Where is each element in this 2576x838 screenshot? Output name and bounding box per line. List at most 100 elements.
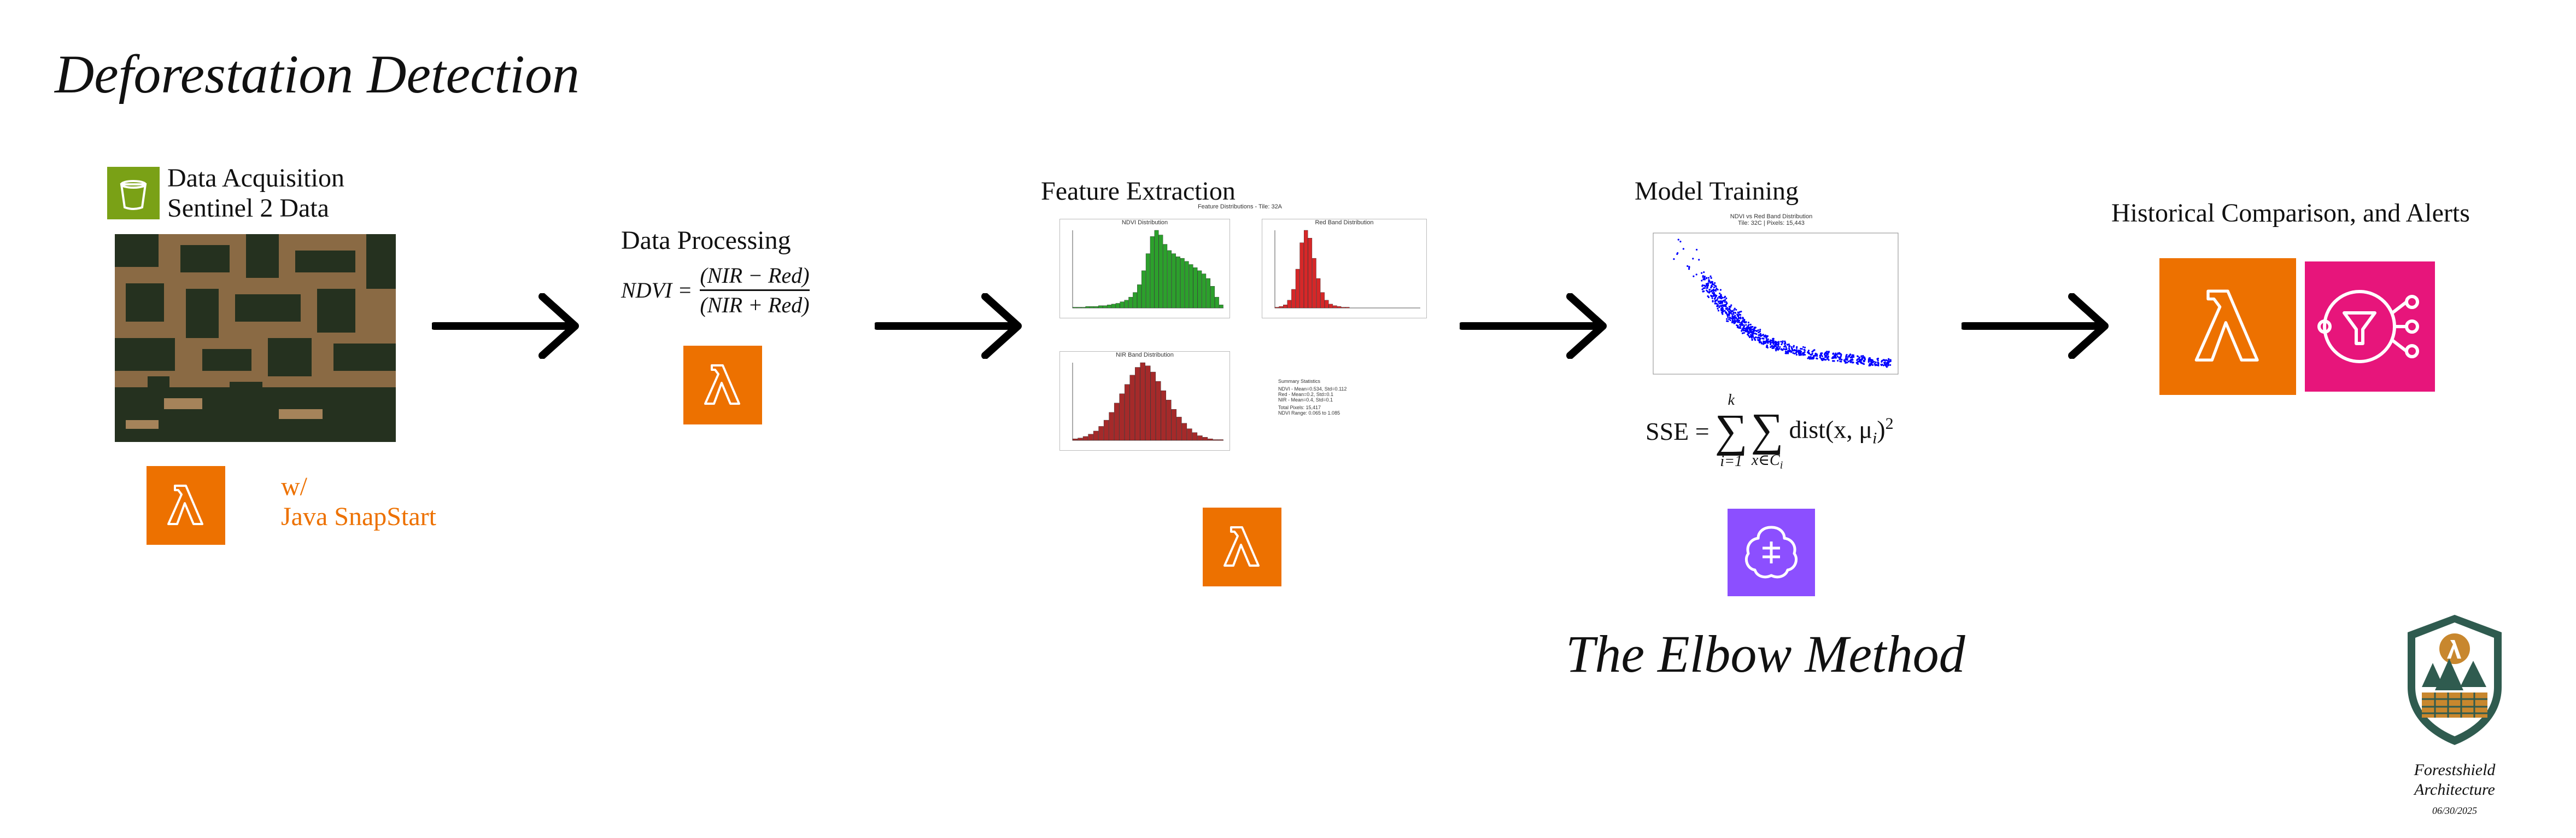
histogram-bar (1172, 253, 1176, 309)
scatter-point (1716, 288, 1718, 290)
summary-statistics: Summary Statistics NDVI - Mean=0.534, St… (1278, 379, 1420, 416)
scatter-point (1708, 292, 1710, 294)
scatter-point (1742, 326, 1745, 328)
scatter-point (1838, 357, 1840, 359)
scatter-point (1851, 356, 1853, 358)
scatter-point (1798, 350, 1800, 352)
histogram-bar (1129, 375, 1135, 441)
histogram-bar (1210, 286, 1215, 309)
scatter-point (1823, 358, 1825, 360)
scatter-point (1713, 286, 1716, 288)
scatter-point (1712, 292, 1714, 295)
lambda-icon (2159, 258, 2296, 395)
scatter-point (1812, 356, 1815, 358)
histogram-bar (1287, 300, 1292, 309)
scatter-point (1725, 307, 1728, 310)
histogram-bar (1098, 305, 1103, 309)
scatter-point (1743, 328, 1746, 330)
histogram-bar (1208, 438, 1213, 441)
ndvi-formula-numerator: (NIR − Red) (700, 263, 810, 288)
scatter-point (1739, 325, 1742, 327)
scatter-point (1871, 361, 1874, 364)
lambda-icon (147, 466, 225, 545)
histogram-bar (1098, 426, 1104, 441)
scatter-point (1833, 355, 1835, 357)
sse-formula-subscript: i (1872, 429, 1877, 447)
scatter-point (1736, 313, 1738, 316)
scatter-point (1710, 287, 1712, 289)
scatter-point (1840, 354, 1842, 357)
scatter-point (1869, 363, 1871, 365)
scatter-point (1804, 346, 1806, 348)
scatter-point (1719, 292, 1721, 295)
scatter-point (1826, 357, 1829, 359)
scatter-point (1698, 259, 1700, 261)
scatter-point (1741, 322, 1743, 324)
scatter-point (1838, 352, 1841, 354)
histogram-bar (1341, 307, 1345, 309)
scatter-point (1781, 342, 1784, 344)
scatter-point (1703, 287, 1706, 289)
scatter-point (1771, 341, 1773, 344)
scatter-point (1747, 324, 1749, 327)
scatter-point (1743, 331, 1745, 334)
scatter-point (1726, 313, 1728, 315)
scatter-point (1750, 336, 1753, 339)
histogram-bar (1156, 381, 1161, 441)
scatter-point (1731, 320, 1734, 323)
scatter-point (1709, 275, 1712, 277)
scatter-point (1761, 334, 1763, 336)
scatter-point (1804, 349, 1806, 351)
scatter-point (1754, 339, 1757, 341)
sum-symbol: ∑ (1750, 404, 1784, 455)
scatter-point (1711, 285, 1713, 288)
scatter-point (1740, 317, 1742, 319)
scatter-point (1871, 359, 1874, 361)
histogram-bar (1181, 423, 1187, 441)
arrow-icon (432, 293, 581, 359)
scatter-point (1811, 351, 1813, 353)
scatter-point (1712, 300, 1714, 302)
sse-formula-close: ) (1877, 415, 1886, 444)
scatter-point (1726, 309, 1729, 311)
scatter-point (1863, 363, 1865, 365)
scatter-point (1765, 342, 1767, 344)
scatter-point (1719, 305, 1722, 307)
scatter-point (1750, 331, 1752, 334)
scatter-point (1717, 288, 1719, 291)
scatter-point (1714, 285, 1717, 287)
scatter-point (1701, 288, 1703, 290)
histogram-bar (1308, 238, 1313, 309)
scatter-point (1828, 351, 1830, 353)
scatter-point (1802, 352, 1805, 355)
histogram-bar (1076, 307, 1081, 309)
scatter-point (1889, 359, 1892, 362)
scatter-point (1721, 304, 1723, 306)
histogram-bar (1283, 305, 1287, 309)
scatter-point (1755, 336, 1757, 339)
scatter-point (1772, 343, 1775, 345)
scatter-point (1753, 326, 1756, 329)
scatter-point (1811, 352, 1813, 355)
scatter-point (1738, 311, 1741, 313)
scatter-point (1710, 277, 1712, 279)
scatter-point (1749, 323, 1752, 325)
scatter-point (1706, 277, 1708, 279)
stage-training-title: Model Training (1635, 177, 1799, 206)
scatter-point (1801, 348, 1803, 350)
scatter-point (1734, 315, 1736, 317)
scatter-point (1748, 329, 1750, 331)
feature-figure-title: Feature Distributions - Tile: 32A (1197, 203, 1283, 210)
scatter-point (1746, 326, 1748, 328)
scatter-point (1713, 294, 1716, 296)
scatter-point (1766, 335, 1769, 337)
scatter-point (1742, 329, 1745, 331)
scatter-point (1753, 329, 1756, 331)
sum-symbol: ∑ (1714, 405, 1748, 457)
scatter-point (1770, 344, 1772, 346)
histogram-bar (1215, 296, 1219, 309)
scatter-point (1794, 352, 1796, 354)
histogram-bar (1274, 307, 1279, 309)
scatter-point (1811, 357, 1813, 359)
scatter-point (1856, 362, 1858, 364)
